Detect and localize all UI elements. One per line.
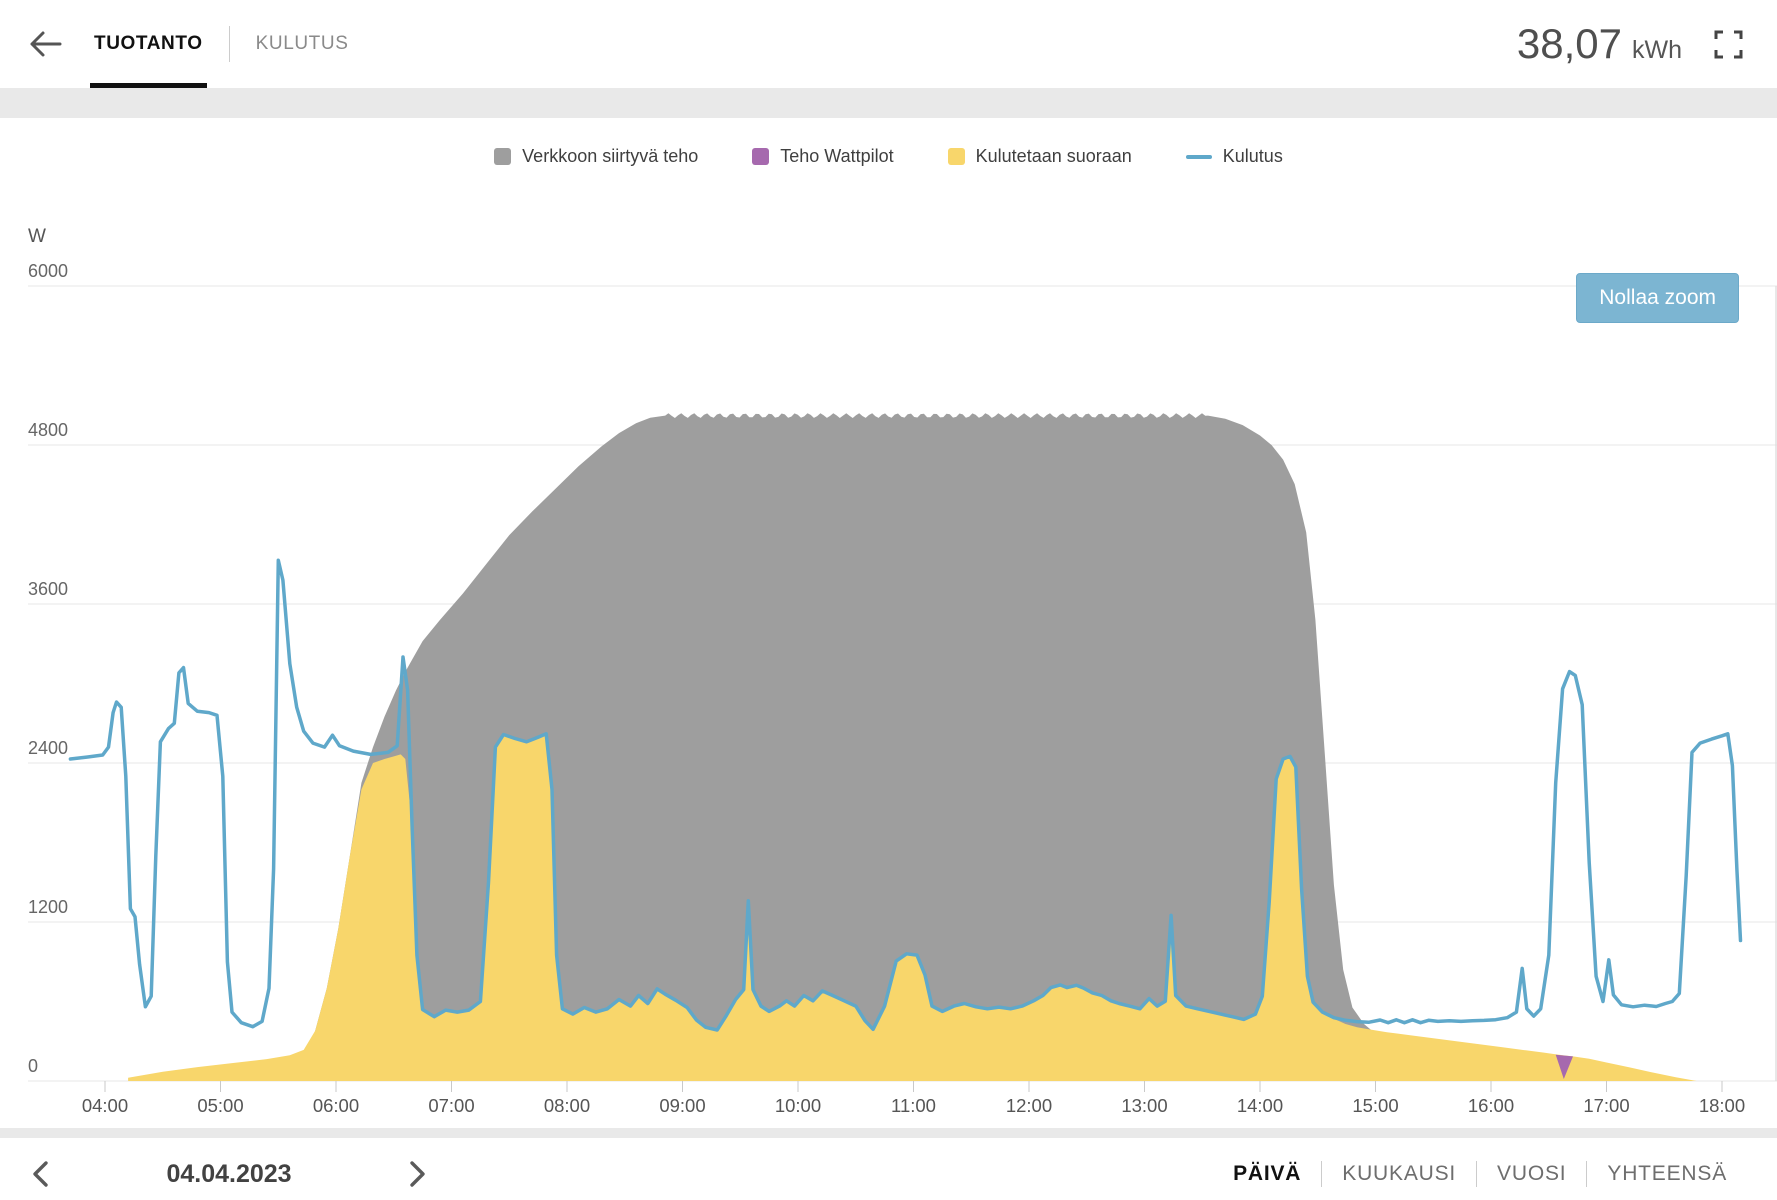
legend-label: Teho Wattpilot bbox=[780, 146, 894, 166]
direct-use-area bbox=[128, 733, 1697, 1081]
y-axis-unit-label: W bbox=[28, 226, 46, 247]
x-tick-label: 18:00 bbox=[1699, 1095, 1745, 1116]
wattpilot-area bbox=[1555, 1054, 1573, 1079]
grid-export-swatch bbox=[494, 148, 512, 165]
legend-label: Verkkoon siirtyvä teho bbox=[522, 146, 699, 166]
total-energy-readout: 38,07 kWh bbox=[1517, 20, 1682, 68]
arrow-left-icon bbox=[30, 31, 62, 57]
power-chart-plot[interactable]: 0 1200 2400 3600 4800 6000 W 04:00 05:00 06:00 07:… bbox=[0, 118, 1777, 1128]
consumption-line-swatch bbox=[1185, 154, 1212, 159]
x-tick-label: 14:00 bbox=[1237, 1095, 1283, 1116]
tab-kulutus-label: KULUTUS bbox=[255, 33, 349, 54]
tab-tuotanto-label: TUOTANTO bbox=[94, 33, 203, 54]
y-tick-label: 1200 bbox=[28, 897, 68, 917]
tab-tuotanto[interactable]: TUOTANTO bbox=[90, 0, 207, 88]
y-tick-label: 0 bbox=[28, 1056, 38, 1076]
chart-card: Verkkoon siirtyvä teho Teho Wattpilot Ku… bbox=[0, 118, 1777, 1128]
range-vuosi[interactable]: VUOSI bbox=[1477, 1162, 1586, 1186]
legend-label: Kulutetaan suoraan bbox=[975, 146, 1132, 166]
range-divider bbox=[1586, 1161, 1588, 1187]
top-bar: TUOTANTO KULUTUS 38,07 kWh bbox=[0, 0, 1777, 88]
x-tick-label: 13:00 bbox=[1121, 1095, 1167, 1116]
x-tick-label: 17:00 bbox=[1583, 1095, 1629, 1116]
total-energy-value: 38,07 bbox=[1516, 20, 1622, 67]
range-yhteensa[interactable]: YHTEENSÄ bbox=[1587, 1162, 1747, 1186]
x-tick-label: 10:00 bbox=[775, 1095, 821, 1116]
legend-item-consumption[interactable]: Kulutus bbox=[1185, 146, 1283, 167]
x-tick-label: 08:00 bbox=[544, 1095, 590, 1116]
range-divider bbox=[1321, 1161, 1323, 1187]
legend-item-grid-export[interactable]: Verkkoon siirtyvä teho bbox=[494, 146, 698, 167]
reset-zoom-button[interactable]: Nollaa zoom bbox=[1576, 273, 1739, 323]
tab-kulutus[interactable]: KULUTUS bbox=[252, 0, 353, 88]
wattpilot-swatch bbox=[752, 148, 770, 165]
x-tick-label: 09:00 bbox=[659, 1095, 705, 1116]
x-tick-label: 12:00 bbox=[1006, 1095, 1052, 1116]
y-tick-label: 2400 bbox=[28, 738, 68, 758]
footer-separator bbox=[0, 1128, 1777, 1138]
legend-item-wattpilot[interactable]: Teho Wattpilot bbox=[752, 146, 894, 167]
x-tick-label: 05:00 bbox=[197, 1095, 243, 1116]
x-tick-label: 11:00 bbox=[891, 1095, 936, 1116]
header-separator bbox=[0, 88, 1777, 118]
view-tabs: TUOTANTO KULUTUS bbox=[90, 0, 352, 88]
y-tick-label: 4800 bbox=[28, 420, 68, 440]
y-tick-label: 3600 bbox=[28, 579, 68, 599]
y-tick-label: 6000 bbox=[28, 261, 68, 281]
fullscreen-icon bbox=[1714, 30, 1743, 58]
date-navigation: 04.04.2023 bbox=[18, 1152, 440, 1196]
x-tick-label: 15:00 bbox=[1352, 1095, 1398, 1116]
direct-use-swatch bbox=[947, 148, 965, 165]
consumption-line bbox=[68, 558, 1743, 1032]
grid-export-area bbox=[303, 413, 1376, 1081]
x-tick-label: 06:00 bbox=[313, 1095, 359, 1116]
total-energy-unit: kWh bbox=[1632, 36, 1682, 64]
next-day-button[interactable] bbox=[394, 1152, 440, 1196]
x-tick-label: 07:00 bbox=[428, 1095, 474, 1116]
tab-divider bbox=[228, 26, 230, 62]
selected-date[interactable]: 04.04.2023 bbox=[166, 1159, 292, 1188]
fullscreen-button[interactable] bbox=[1708, 24, 1749, 65]
range-kuukausi[interactable]: KUUKAUSI bbox=[1322, 1162, 1476, 1186]
bottom-bar: 04.04.2023 PÄIVÄ KUUKAUSI VUOSI YHTEENSÄ bbox=[0, 1138, 1777, 1200]
range-paiva[interactable]: PÄIVÄ bbox=[1213, 1162, 1321, 1186]
chart-legend: Verkkoon siirtyvä teho Teho Wattpilot Ku… bbox=[0, 146, 1777, 167]
range-divider bbox=[1476, 1161, 1478, 1187]
legend-label: Kulutus bbox=[1222, 146, 1283, 166]
range-selector: PÄIVÄ KUUKAUSI VUOSI YHTEENSÄ bbox=[1213, 1161, 1747, 1187]
x-tick-label: 04:00 bbox=[82, 1095, 128, 1116]
x-tick-label: 16:00 bbox=[1468, 1095, 1514, 1116]
chevron-right-icon bbox=[410, 1161, 425, 1187]
previous-day-button[interactable] bbox=[18, 1152, 64, 1196]
legend-item-direct-use[interactable]: Kulutetaan suoraan bbox=[947, 146, 1132, 167]
back-button[interactable] bbox=[0, 0, 90, 88]
chevron-left-icon bbox=[33, 1161, 48, 1187]
active-tab-underline bbox=[90, 83, 207, 88]
